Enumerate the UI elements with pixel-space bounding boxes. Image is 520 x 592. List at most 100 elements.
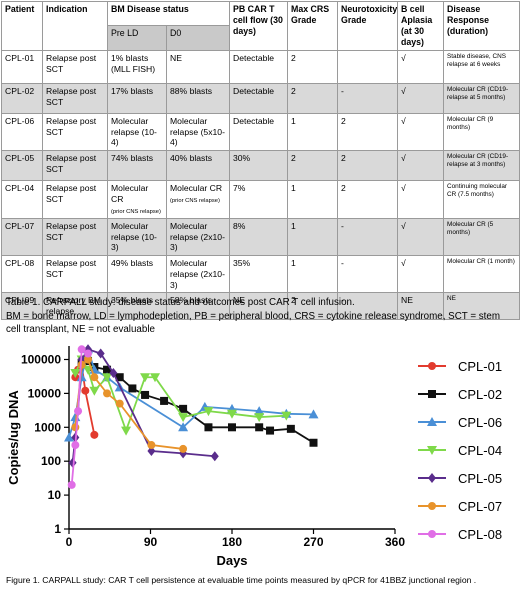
cell-pb-flow: Detectable xyxy=(229,112,288,152)
cell-pb-flow: 8% xyxy=(229,217,288,257)
data-point-cpl-04 xyxy=(70,368,81,378)
col-max-crs: Max CRS Grade xyxy=(287,1,338,51)
data-point-cpl-02 xyxy=(115,373,124,382)
col-bm-status: BM Disease status xyxy=(107,0,230,27)
data-point-cpl-02 xyxy=(160,396,169,405)
table-row: CPL-05 Relapse post SCT 74% blasts 40% b… xyxy=(1,150,520,182)
cell-neuro: 2 xyxy=(337,150,398,182)
data-point-cpl-02 xyxy=(286,424,295,433)
d0-text: Molecular CR xyxy=(170,183,223,194)
x-axis-label: Days xyxy=(216,553,247,568)
x-tick-label: 0 xyxy=(66,535,73,549)
data-point-cpl-05 xyxy=(84,344,93,355)
legend-label-cpl-01: CPL-01 xyxy=(458,359,502,374)
cell-response: NE xyxy=(443,292,520,320)
subheader-row: Pre LD D0 xyxy=(2,25,520,51)
cell-response: Molecular CR (5 months) xyxy=(443,217,520,257)
x-tick-label: 270 xyxy=(303,535,323,549)
cell-crs: 2 xyxy=(287,150,338,182)
x-tick-label: 90 xyxy=(144,535,158,549)
cell-patient: CPL-06 xyxy=(1,112,43,152)
data-point-cpl-07 xyxy=(115,399,124,408)
cell-pre-ld: Molecular CR (prior CNS relapse) xyxy=(107,180,167,219)
cell-neuro: 2 xyxy=(337,112,398,152)
legend-label-cpl-08: CPL-08 xyxy=(458,527,502,542)
legend-marker-cpl-01 xyxy=(428,362,436,370)
data-point-cpl-04 xyxy=(227,409,237,419)
cell-patient: CPL-09 xyxy=(1,292,43,320)
y-tick-label: 10000 xyxy=(28,386,62,400)
col-pb-flow: PB CAR T cell flow (30 days) xyxy=(229,1,288,51)
legend-label-cpl-06: CPL-06 xyxy=(458,415,502,430)
data-point-cpl-02 xyxy=(103,365,112,374)
table-row: CPL-08 Relapse post SCT 49% blasts Molec… xyxy=(1,255,520,294)
data-point-cpl-02 xyxy=(204,423,213,432)
cell-neuro: - xyxy=(337,217,398,257)
cell-response: Molecular CR (9 months) xyxy=(443,112,520,152)
data-point-cpl-02 xyxy=(128,384,137,393)
data-point-cpl-02 xyxy=(255,423,264,432)
table-caption-title: Table 1. CARPALL study: disease status a… xyxy=(6,297,355,308)
cell-d0: Molecular CR (prior CNS relapse) xyxy=(166,180,230,219)
y-tick-label: 100000 xyxy=(21,352,61,366)
y-tick-label: 10 xyxy=(48,488,62,502)
cell-pb-flow: 35% xyxy=(229,255,288,294)
data-point-cpl-04 xyxy=(178,413,189,423)
data-point-cpl-02 xyxy=(141,390,150,399)
data-point-cpl-05 xyxy=(109,367,118,378)
y-axis-label: Copies/ug DNA xyxy=(6,390,21,485)
data-point-cpl-04 xyxy=(89,386,100,396)
data-point-cpl-04 xyxy=(203,407,214,417)
data-point-cpl-07 xyxy=(179,444,188,453)
data-point-cpl-06 xyxy=(254,406,265,416)
cell-bcell: √ xyxy=(397,180,444,219)
legend-marker-cpl-05 xyxy=(428,473,436,483)
data-point-cpl-07 xyxy=(71,423,80,432)
pre-ld-note: (prior CNS relapse) xyxy=(111,208,161,215)
col-response: Disease Response (duration) xyxy=(443,1,520,51)
cell-d0: Molecular relapse (5x10-4) xyxy=(166,112,230,152)
cell-crs: 1 xyxy=(287,112,338,152)
cell-pre-ld: 17% blasts xyxy=(107,82,167,114)
cell-patient: CPL-07 xyxy=(1,217,43,257)
cell-crs: 1 xyxy=(287,217,338,257)
cell-pre-ld: 1% blasts (MLL FISH) xyxy=(107,49,167,84)
legend-marker-cpl-02 xyxy=(428,390,436,398)
legend-marker-cpl-08 xyxy=(428,530,436,538)
cell-pre-ld: 74% blasts xyxy=(107,150,167,182)
legend-label-cpl-05: CPL-05 xyxy=(458,471,502,486)
cell-patient: CPL-08 xyxy=(1,255,43,294)
cell-patient: CPL-01 xyxy=(1,49,43,84)
data-point-cpl-02 xyxy=(179,404,188,413)
cell-neuro: 2 xyxy=(337,180,398,219)
table-row: CPL-07 Relapse post SCT Molecular relaps… xyxy=(1,217,520,257)
header-row: Patient Indication BM Disease status PB … xyxy=(1,0,520,51)
cell-neuro xyxy=(337,49,398,84)
cell-crs: 1 xyxy=(287,180,338,219)
cell-d0: Molecular relapse (2x10-3) xyxy=(166,217,230,257)
cell-pb-flow: Detectable xyxy=(229,49,288,84)
table-row: CPL-02 Relapse post SCT 17% blasts 88% b… xyxy=(1,82,520,114)
col-pre-ld: Pre LD xyxy=(107,25,167,51)
cell-d0: Molecular relapse (2x10-3) xyxy=(166,255,230,294)
col-patient: Patient xyxy=(1,1,43,51)
y-tick-label: 1 xyxy=(54,522,61,536)
cell-response: Molecular CR (1 month) xyxy=(443,255,520,294)
data-point-cpl-06 xyxy=(178,422,189,432)
cell-d0: 40% blasts xyxy=(166,150,230,182)
data-point-cpl-05 xyxy=(210,451,219,462)
cell-indication: Relapse post SCT xyxy=(42,82,108,114)
data-point-cpl-07 xyxy=(147,441,156,450)
cell-pre-ld: 35% blasts xyxy=(107,292,167,320)
cell-bcell: √ xyxy=(397,255,444,294)
cell-bcell: √ xyxy=(397,150,444,182)
x-tick-label: 180 xyxy=(222,535,242,549)
cell-crs: 2 xyxy=(287,292,338,320)
cell-neuro: - xyxy=(337,292,398,320)
persistence-chart: 1 10 100 1000 10000 100000 0 90 180 270 360 Days Cop… xyxy=(6,344,502,568)
data-point-cpl-05 xyxy=(147,445,156,456)
data-point-cpl-08 xyxy=(71,441,80,450)
table-row: CPL-04 Relapse post SCT Molecular CR (pri… xyxy=(1,180,520,219)
legend-marker-cpl-06 xyxy=(427,417,437,426)
table-caption-abbrev: BM = bone marrow, LD = lymphodepletion, … xyxy=(6,311,500,336)
